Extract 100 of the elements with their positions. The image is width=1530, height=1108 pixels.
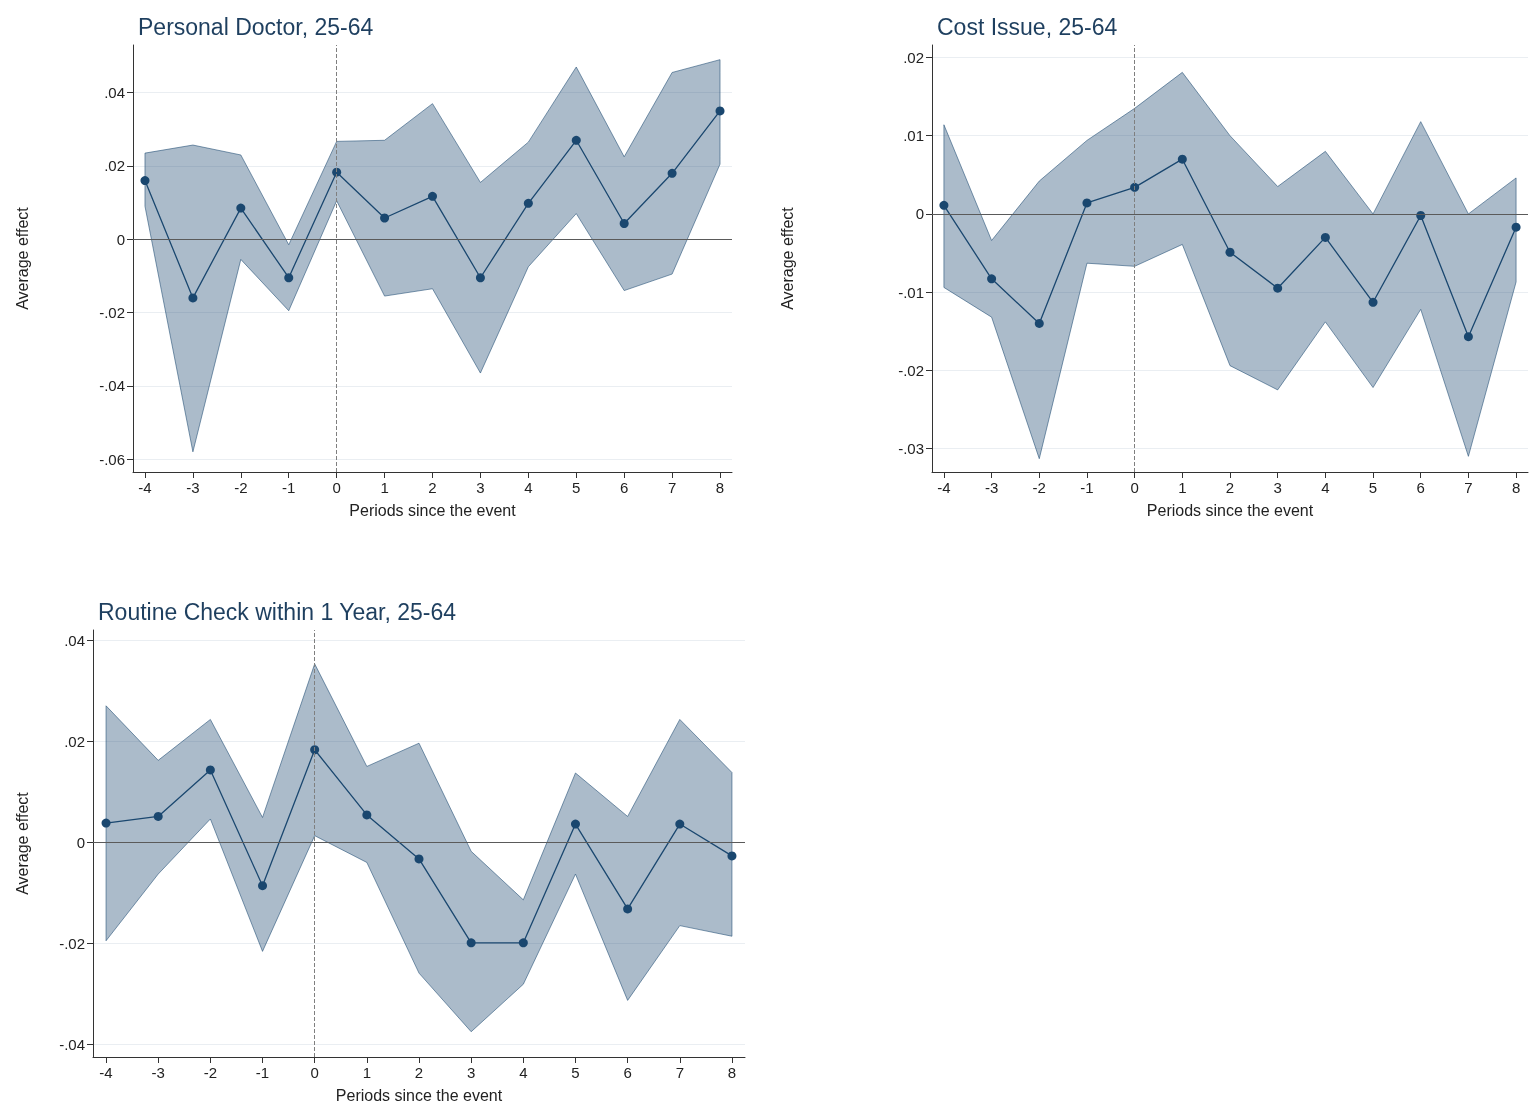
point (1273, 283, 1283, 293)
point (153, 811, 163, 821)
point (236, 203, 246, 213)
x-tick-label: 3 (476, 479, 485, 496)
y-tick-label: -.02 (59, 934, 85, 952)
x-tick-label: -1 (282, 479, 296, 496)
point (1368, 297, 1378, 307)
x-axis-title: Periods since the event (1146, 501, 1314, 519)
point (623, 904, 633, 914)
x-tick-label: -1 (1080, 479, 1094, 496)
x-tick-label: 4 (519, 1064, 528, 1081)
point (1463, 332, 1473, 342)
point (310, 745, 320, 755)
chart-title: Personal Doctor, 25-64 (138, 13, 374, 40)
x-tick-label: 0 (332, 479, 341, 496)
x-tick-label: 2 (1225, 479, 1235, 496)
x-tick-label: 7 (675, 1064, 684, 1081)
y-tick-label: .04 (104, 84, 125, 102)
y-tick-label: -.02 (898, 361, 924, 379)
point (570, 819, 580, 829)
chart-title: Routine Check within 1 Year, 25-64 (98, 598, 457, 625)
x-tick-label: 8 (727, 1064, 737, 1081)
y-tick-label: -.01 (898, 283, 924, 301)
x-tick-label: 7 (667, 479, 677, 496)
x-axis-title: Periods since the event (349, 501, 517, 519)
point (466, 938, 476, 948)
x-tick-label: 5 (572, 479, 581, 496)
x-tick-label: 8 (715, 479, 725, 496)
x-tick-label: -3 (151, 1064, 165, 1081)
y-axis-title: Average effect (778, 206, 796, 310)
point (675, 819, 685, 829)
point (619, 219, 629, 228)
point (205, 765, 215, 775)
x-axis-title: Periods since the event (335, 1086, 503, 1104)
x-tick-label: 6 (620, 479, 629, 496)
point (571, 135, 581, 145)
x-tick-label: 1 (1178, 479, 1187, 496)
point (1177, 154, 1187, 164)
y-tick-label: .01 (903, 127, 924, 145)
y-axis-title: Average effect (13, 206, 31, 310)
point (523, 198, 533, 208)
y-tick-label: .04 (64, 631, 85, 649)
x-tick-label: 5 (571, 1064, 580, 1081)
x-tick-label: 3 (1273, 479, 1282, 496)
y-tick-label: -.04 (99, 377, 125, 395)
point (715, 106, 725, 116)
point (987, 274, 997, 284)
x-tick-label: 3 (466, 1064, 476, 1081)
x-tick-label: 6 (1416, 479, 1425, 496)
point (101, 818, 111, 828)
x-tick-label: 2 (428, 479, 437, 496)
y-tick-label: -.06 (99, 450, 125, 468)
x-tick-label: -1 (255, 1064, 270, 1081)
point (1320, 232, 1330, 242)
chart-title: Cost Issue, 25-64 (937, 13, 1118, 40)
y-tick-label: -.04 (59, 1035, 85, 1053)
y-axis-title: Average effect (13, 791, 31, 895)
point (475, 273, 485, 283)
point (258, 881, 268, 891)
y-tick-label: -.02 (99, 304, 125, 322)
x-tick-label: -3 (186, 479, 200, 496)
point (727, 851, 737, 861)
y-tick-label: 0 (915, 205, 924, 223)
x-tick-label: 1 (362, 1064, 372, 1081)
point (667, 168, 677, 178)
x-tick-label: -2 (234, 479, 248, 496)
y-tick-label: .02 (104, 157, 125, 175)
point (1082, 198, 1092, 208)
x-tick-label: 8 (1511, 479, 1521, 496)
x-tick-label: 4 (524, 479, 533, 496)
point (428, 191, 437, 201)
point (362, 810, 372, 820)
x-tick-label: -3 (984, 479, 999, 496)
y-tick-label: 0 (116, 230, 125, 248)
point (284, 273, 294, 283)
x-tick-label: 2 (414, 1064, 424, 1081)
y-tick-label: -.03 (898, 440, 924, 458)
x-tick-label: 5 (1368, 479, 1378, 496)
point (1034, 318, 1044, 328)
x-tick-label: 0 (1130, 479, 1139, 496)
point (1511, 222, 1521, 232)
x-tick-label: 1 (380, 479, 389, 496)
x-tick-label: 6 (623, 1064, 632, 1081)
x-tick-label: 4 (1321, 479, 1330, 496)
x-tick-label: -4 (99, 1064, 113, 1081)
point (1225, 247, 1235, 257)
point (380, 213, 390, 223)
y-tick-label: 0 (76, 833, 85, 851)
x-tick-label: 7 (1464, 479, 1473, 496)
x-tick-label: -2 (1032, 479, 1046, 496)
point (1130, 182, 1140, 192)
y-tick-label: .02 (903, 49, 924, 67)
point (414, 854, 424, 864)
point (939, 200, 949, 210)
x-tick-label: -4 (937, 479, 951, 496)
x-tick-label: 0 (310, 1064, 319, 1081)
point (518, 938, 528, 948)
y-tick-label: .02 (64, 732, 85, 750)
x-tick-label: -2 (203, 1064, 218, 1081)
point (140, 176, 150, 186)
